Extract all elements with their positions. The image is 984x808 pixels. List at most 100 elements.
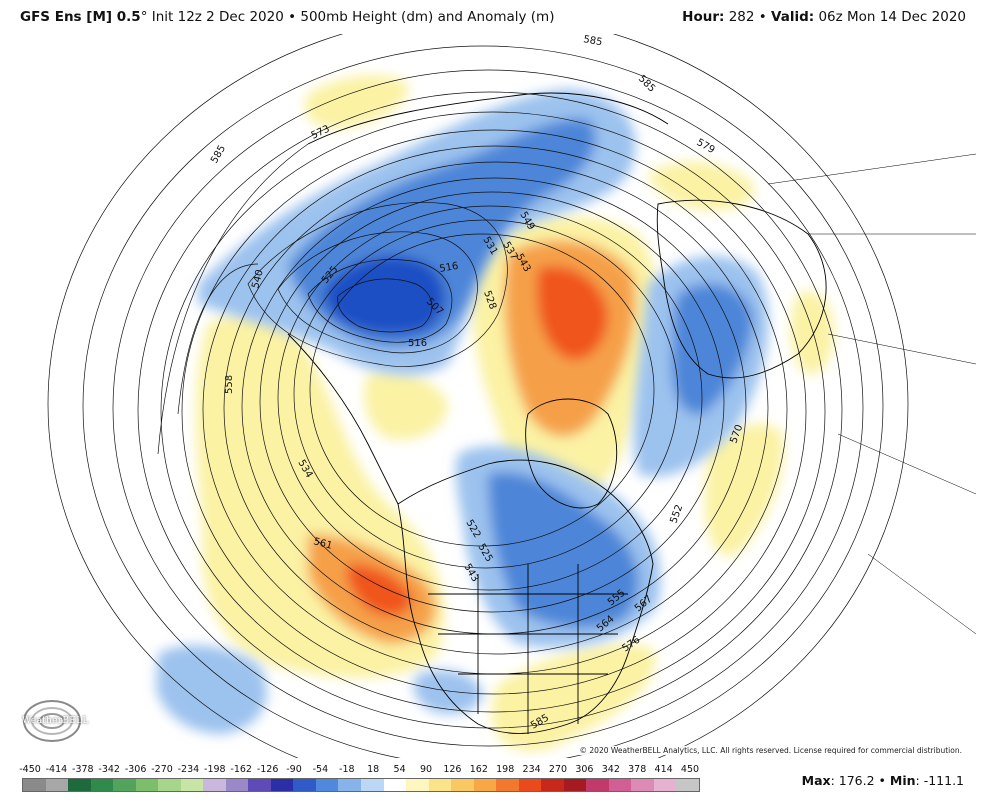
colorbar-cell xyxy=(360,779,384,791)
colorbar-tick-label: 414 xyxy=(654,764,673,775)
anomaly-arctic-trough-deep xyxy=(323,255,445,335)
colorbar-cell xyxy=(23,779,46,791)
model-name: GFS Ens [M] 0.5 xyxy=(20,9,141,25)
hour-label: Hour: xyxy=(682,9,725,25)
colorbar-tick-label: 162 xyxy=(469,764,488,775)
colorbar-cell xyxy=(496,779,519,791)
north-america-coast xyxy=(397,459,654,734)
anomaly-pacific-light xyxy=(156,645,267,734)
coastlines xyxy=(287,92,827,734)
colorbar-cell xyxy=(451,779,474,791)
logo-text: WeatherBELL xyxy=(22,716,89,726)
anomaly-greenland-red xyxy=(537,266,608,360)
colorbar-tick-label: -378 xyxy=(72,764,94,775)
max-min-readout: Max: 176.2 • Min: -111.1 xyxy=(802,773,964,788)
colorbar-cell xyxy=(406,779,429,791)
weatherbell-logo: WeatherBELL xyxy=(22,698,89,744)
contour-label: 561 xyxy=(312,536,333,552)
graticule xyxy=(767,153,976,635)
chart-header: GFS Ens [M] 0.5° Init 12z 2 Dec 2020 • 5… xyxy=(0,0,984,34)
contour-label: 540 xyxy=(250,268,266,289)
min-value: : -111.1 xyxy=(915,773,964,788)
colorbar-tick-label: 54 xyxy=(393,764,406,775)
colorbar-tick-label: 18 xyxy=(367,764,380,775)
colorbar-tick-label: 342 xyxy=(601,764,620,775)
anomaly-europe-pale xyxy=(648,161,755,211)
contour-label: 558 xyxy=(224,375,235,394)
colorbar-tick-label: -54 xyxy=(312,764,329,775)
contour-label: 585 xyxy=(636,73,657,94)
anomaly-east-atlantic-pale xyxy=(790,291,834,375)
contour-label: 585 xyxy=(582,34,603,48)
anomaly-siberia-pale xyxy=(304,75,409,129)
height-contours xyxy=(47,34,909,758)
colorbar-tick-label: 234 xyxy=(522,764,541,775)
anomaly-europe-trough-mid xyxy=(671,283,753,415)
colorbar-cell xyxy=(270,779,294,791)
anomaly-atlantic-pale xyxy=(704,423,784,556)
colorbar-cell xyxy=(203,779,226,791)
colorbar-cell xyxy=(180,779,204,791)
colorbar-cell xyxy=(383,779,407,791)
colorbar-tick-label: 270 xyxy=(548,764,568,775)
colorbar-cell xyxy=(293,779,316,791)
colorbar-cell xyxy=(428,779,452,791)
min-label: Min xyxy=(889,773,916,788)
colorbar-tick-label: -414 xyxy=(45,764,68,775)
anomaly-gulf-light xyxy=(413,670,483,714)
colorbar-tick-labels: -450 -414 -378 -342 -306 -270 -234 -198 -162 -126… xyxy=(19,764,700,776)
colorbar-cell xyxy=(113,779,136,791)
colorbar-cell xyxy=(135,779,159,791)
colorbar-tick-label: -306 xyxy=(124,764,147,775)
colorbar-cell xyxy=(608,779,632,791)
colorbar-tick-label: -18 xyxy=(339,764,355,775)
positive-anomaly-areas xyxy=(196,75,834,752)
colorbar-tick-label: -126 xyxy=(256,764,279,775)
map-canvas: 585 573 579 585 549 540 531 537 543 525 … xyxy=(47,34,976,758)
anomaly-north-america-mid xyxy=(488,472,639,628)
colorbar-tick-label: 378 xyxy=(628,764,647,775)
asia-coast xyxy=(307,92,669,145)
colorbar-cell xyxy=(653,779,677,791)
max-value: : 176.2 • xyxy=(830,773,890,788)
max-label: Max xyxy=(801,773,831,788)
colorbar-cell xyxy=(518,779,542,791)
greenland-coast xyxy=(525,398,618,509)
alaska-coast xyxy=(287,333,399,505)
colorbar-tick-label: -90 xyxy=(286,764,302,775)
colorbar-cell xyxy=(676,779,699,791)
chart-title: GFS Ens [M] 0.5° Init 12z 2 Dec 2020 • 5… xyxy=(20,0,554,34)
colorbar-tick-label: 306 xyxy=(575,764,594,775)
colorbar-cell xyxy=(541,779,564,791)
us-state-lines xyxy=(428,564,628,734)
colorbar-cell xyxy=(45,779,69,791)
colorbar-cell xyxy=(248,779,271,791)
init-description: Init 12z 2 Dec 2020 • 500mb Height (dm) … xyxy=(147,9,555,25)
colorbar-cell xyxy=(158,779,181,791)
colorbar-cell xyxy=(631,779,654,791)
colorbar-tick-label: 126 xyxy=(443,764,462,775)
valid-value: 06z Mon 14 Dec 2020 xyxy=(814,9,966,25)
colorbar-tick-label: 450 xyxy=(680,764,700,775)
contour-label: 516 xyxy=(408,338,427,349)
copyright-notice: © 2020 WeatherBELL Analytics, LLC. All r… xyxy=(577,746,964,755)
europe-coast xyxy=(656,199,827,379)
colorbar-cell xyxy=(473,779,497,791)
colorbar-cell xyxy=(315,779,339,791)
valid-label: Valid: xyxy=(771,9,815,25)
colorbar-tick-label: 198 xyxy=(496,764,515,775)
colorbar-cell xyxy=(338,779,361,791)
colorbar-legend: -450 -414 -378 -342 -306 -270 -234 -198 -162 -126… xyxy=(0,758,984,808)
colorbar-tick-label: -270 xyxy=(151,764,173,775)
colorbar-tick-label: 90 xyxy=(419,764,433,775)
valid-time: Hour: 282 • Valid: 06z Mon 14 Dec 2020 xyxy=(682,0,966,34)
colorbar-cell xyxy=(563,779,587,791)
colorbar-strip xyxy=(22,778,700,792)
colorbar-tick-label: -162 xyxy=(230,764,252,775)
hour-value: 282 • xyxy=(724,9,772,25)
contour-label: 516 xyxy=(439,261,460,275)
logo-swirl-icon xyxy=(23,700,81,742)
colorbar-cell xyxy=(68,779,91,791)
anomaly-southeast-us-pale xyxy=(491,643,656,752)
colorbar-cell xyxy=(225,779,249,791)
